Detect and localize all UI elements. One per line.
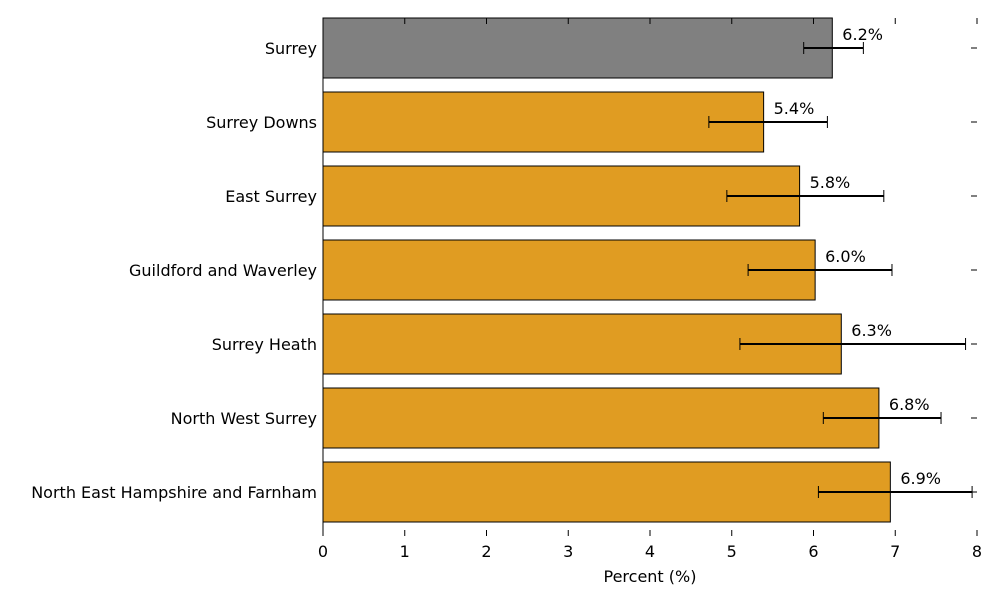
x-tick-label: 5 [727, 542, 737, 561]
x-tick-label: 2 [481, 542, 491, 561]
category-label: Surrey Heath [212, 335, 317, 354]
x-axis-title: Percent (%) [604, 567, 697, 586]
data-label: 6.2% [842, 25, 883, 44]
category-label: East Surrey [225, 187, 317, 206]
x-tick-label: 3 [563, 542, 573, 561]
x-tick-label: 6 [808, 542, 818, 561]
x-tick-label: 0 [318, 542, 328, 561]
category-label: Surrey Downs [206, 113, 317, 132]
category-label: Guildford and Waverley [129, 261, 317, 280]
data-label: 5.8% [810, 173, 851, 192]
data-label: 6.0% [825, 247, 866, 266]
x-tick-label: 4 [645, 542, 655, 561]
bar [322, 91, 765, 153]
data-label: 5.4% [774, 99, 815, 118]
data-label: 6.8% [889, 395, 930, 414]
x-tick-label: 1 [400, 542, 410, 561]
bar [322, 387, 880, 449]
data-label: 6.9% [900, 469, 941, 488]
category-label: North East Hampshire and Farnham [31, 483, 317, 502]
x-tick-label: 8 [972, 542, 982, 561]
category-label: Surrey [265, 39, 317, 58]
bar [322, 461, 891, 523]
bar [322, 17, 833, 79]
bar [322, 239, 816, 301]
category-label: North West Surrey [171, 409, 317, 428]
data-label: 6.3% [851, 321, 892, 340]
x-tick-label: 7 [890, 542, 900, 561]
